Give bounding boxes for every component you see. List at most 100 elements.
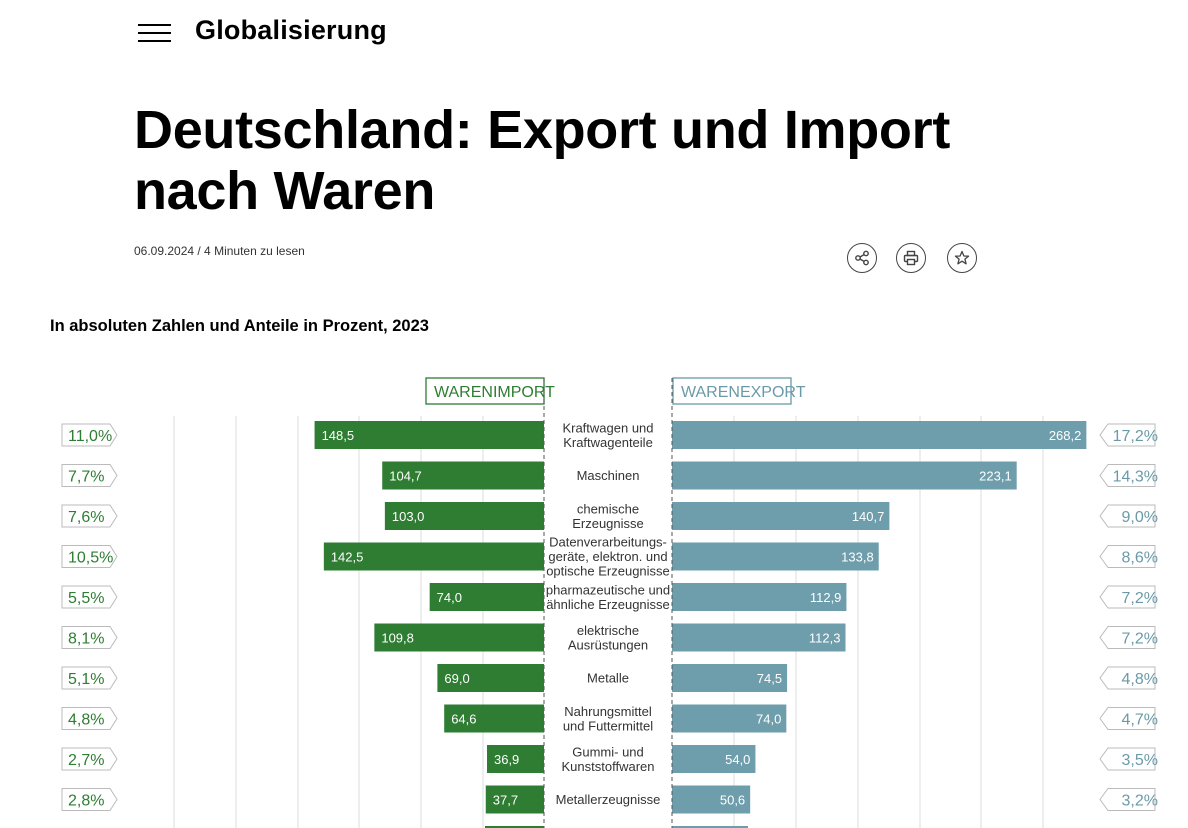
chart-subtitle: In absoluten Zahlen und Anteile in Proze… [50,317,429,335]
import-share-label: 5,5% [68,590,104,607]
import-share-label: 2,7% [68,752,104,769]
section-title[interactable]: Globalisierung [195,15,387,45]
legend-import: WARENIMPORT [434,384,555,401]
import-value-label: 64,6 [451,712,476,727]
page-title-line2: nach Waren [134,161,436,221]
category-label: chemische [577,501,639,516]
category-label: und Futtermittel [563,718,653,733]
export-value-label: 74,5 [757,671,782,686]
category-label: ähnliche Erzeugnisse [546,597,670,612]
export-bar [672,785,751,814]
hamburger-menu-icon[interactable] [138,22,172,44]
export-value-label: 112,9 [810,590,842,605]
import-value-label: 69,0 [444,671,469,686]
export-bar [672,583,847,611]
import-bar [486,745,544,773]
import-value-label: 103,0 [392,509,425,524]
category-label: Metalle [587,671,629,686]
import-share-label: 4,8% [68,712,104,729]
category-label: Kraftwagenteile [563,435,653,450]
category-label: Erzeugnisse [572,516,644,531]
page-title-line1: Deutschland: Export und Import [134,100,951,160]
print-icon [903,250,919,266]
import-value-label: 37,7 [493,793,518,808]
export-value-label: 74,0 [756,712,781,727]
export-bar-partial [672,826,748,828]
export-share-badge [1099,464,1156,487]
legend-import-box [425,377,545,405]
import-value-label: 104,7 [389,469,422,484]
category-label: elektrische [577,623,639,638]
import-bar [437,664,544,692]
category-label: Datenverarbeitungs- [549,535,667,550]
import-value-label: 74,0 [437,590,462,605]
import-share-badge [61,788,118,811]
category-label: Kunststoffwaren [562,759,655,774]
article-meta: 06.09.2024 / 4 Minuten zu lesen [134,244,305,258]
export-share-badge [1099,747,1156,771]
export-value-label: 54,0 [725,752,750,767]
import-share-label: 2,8% [68,793,104,810]
legend-export-box [672,377,792,405]
import-bar [323,542,544,571]
export-bar [672,542,879,571]
category-label: Metallerzeugnisse [556,792,661,807]
import-bar [485,785,544,814]
category-label: Gummi- und [572,744,644,759]
import-share-badge [61,504,118,528]
import-share-label: 10,5% [68,550,113,567]
bar-chart: WARENIMPORT WARENEXPORT 148,5 268,2 Kraftwag… [61,377,1158,828]
legend-export: WARENEXPORT [681,384,806,401]
export-bar [672,461,1017,490]
bookmark-button[interactable] [947,243,977,273]
export-value-label: 50,6 [720,793,745,808]
export-share-label: 9,0% [1122,509,1158,526]
print-button[interactable] [896,243,926,273]
export-share-label: 17,2% [1113,428,1158,445]
import-share-badge [61,545,118,568]
star-icon [954,250,970,265]
export-bar [672,745,756,773]
page-title: Deutschland: Export und Import nach Ware… [134,100,1034,222]
export-share-badge [1099,504,1156,528]
import-share-label: 5,1% [68,671,104,688]
export-value-label: 223,1 [979,469,1012,484]
export-share-label: 7,2% [1122,631,1158,648]
category-label: pharmazeutische und [546,582,670,597]
export-bar [672,421,1087,449]
import-bar [429,583,544,611]
export-share-label: 8,6% [1122,550,1158,567]
import-share-label: 11,0% [68,428,112,445]
import-bar [444,704,544,733]
category-label: Kraftwagen und [562,420,653,435]
import-value-label: 142,5 [331,550,364,565]
import-bar [314,421,544,449]
share-button[interactable] [847,243,877,273]
import-value-label: 148,5 [322,428,355,443]
import-share-label: 8,1% [68,631,104,648]
export-share-label: 4,8% [1122,671,1158,688]
import-bar-partial [485,826,544,828]
category-label: geräte, elektron. und [548,549,667,564]
import-share-badge [61,666,118,690]
export-share-badge [1099,707,1156,730]
export-share-label: 3,5% [1122,752,1158,769]
export-share-label: 4,7% [1122,712,1158,729]
export-share-label: 7,2% [1122,590,1158,607]
import-bar [382,461,544,490]
import-share-label: 7,7% [68,469,104,486]
export-share-badge [1099,585,1156,609]
export-share-badge [1099,626,1156,649]
export-value-label: 268,2 [1049,428,1082,443]
import-value-label: 36,9 [494,752,519,767]
category-label: Nahrungsmittel [564,704,652,719]
export-share-badge [1099,545,1156,568]
import-bar [384,502,544,530]
export-bar [672,664,788,692]
import-share-badge [61,707,118,730]
top-bar: Globalisierung [0,0,1188,64]
export-share-label: 3,2% [1122,793,1158,810]
import-share-label: 7,6% [68,509,104,526]
import-share-badge [61,585,118,609]
export-share-label: 14,3% [1113,469,1158,486]
